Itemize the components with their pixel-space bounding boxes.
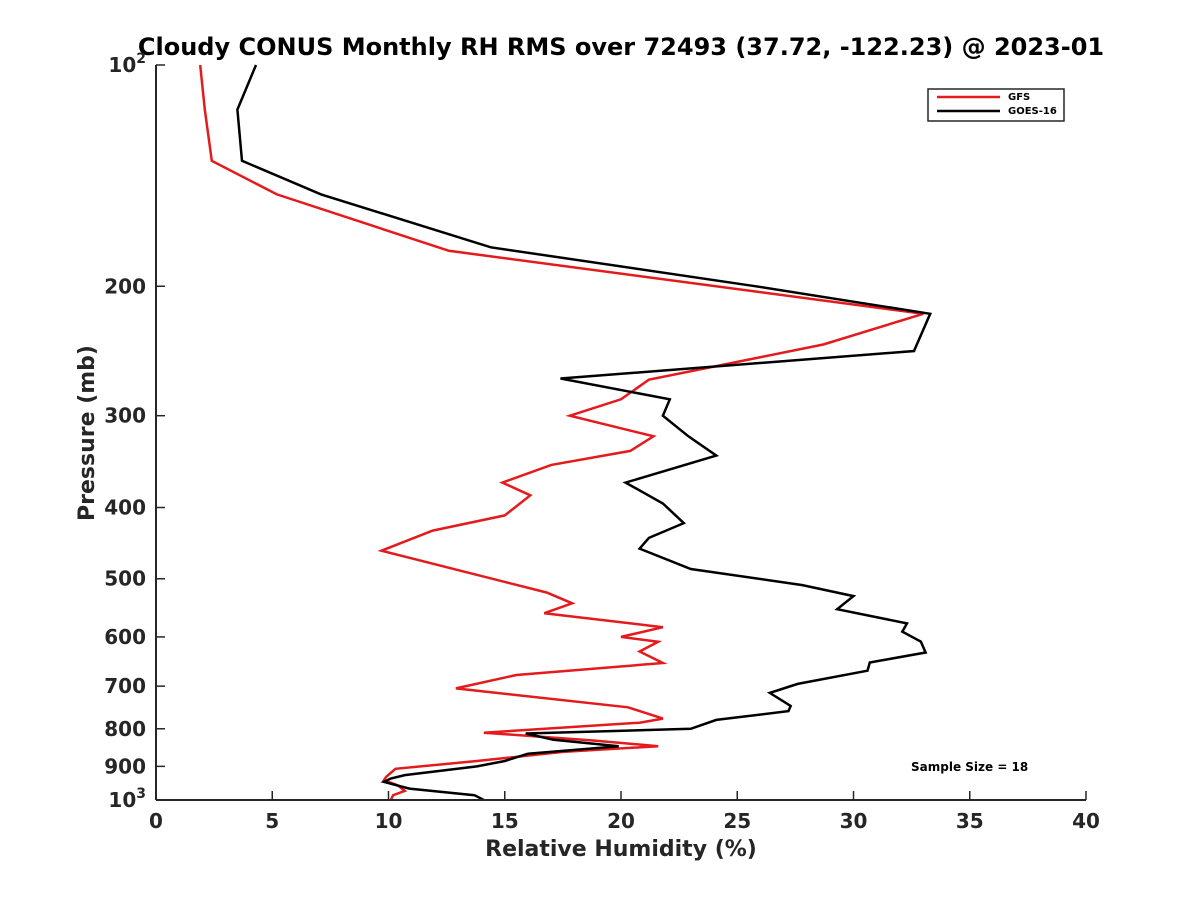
x-tick-label: 20 [607, 809, 635, 833]
y-tick-label: 800 [104, 717, 146, 741]
x-tick-label: 10 [375, 809, 403, 833]
x-tick-label: 0 [149, 809, 163, 833]
x-tick-label: 30 [840, 809, 868, 833]
series-line-gfs [198, 64, 924, 801]
series-layer [198, 64, 932, 802]
y-axis-label: Pressure (mb) [75, 345, 100, 521]
x-tick-label: 40 [1072, 809, 1100, 833]
x-ticks: 0 5 10 15 20 25 30 35 40 [149, 791, 1100, 833]
plot-area [156, 65, 1086, 800]
sample-size-annotation: Sample Size = 18 [911, 760, 1028, 774]
y-tick-label: 900 [104, 754, 146, 778]
y-tick-label: 500 [104, 567, 146, 591]
y-tick-label: 300 [104, 404, 146, 428]
legend-entry-goes16: GOES-16 [1008, 106, 1057, 117]
legend-entry-gfs: GFS [1008, 92, 1030, 103]
y-tick-label: 103 [108, 786, 146, 812]
x-tick-label: 35 [956, 809, 984, 833]
y-tick-label: 600 [104, 625, 146, 649]
legend: GFS GOES-16 [927, 88, 1065, 122]
y-tick-label: 700 [104, 674, 146, 698]
x-tick-label: 5 [265, 809, 279, 833]
x-tick-label: 25 [723, 809, 751, 833]
y-tick-label: 200 [104, 274, 146, 298]
y-tick-label: 102 [108, 51, 146, 77]
x-tick-label: 15 [491, 809, 519, 833]
chart-title: Cloudy CONUS Monthly RH RMS over 72493 (… [138, 33, 1104, 61]
legend-box [927, 88, 1065, 122]
x-axis-label: Relative Humidity (%) [485, 837, 757, 862]
series-line-goes16 [236, 64, 932, 802]
y-ticks: 102 200 300 400 500 600 700 800 900 103 [104, 51, 165, 812]
y-tick-label: 400 [104, 496, 146, 520]
